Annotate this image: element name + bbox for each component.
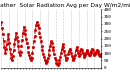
Title: Milwaukee Weather  Solar Radiation Avg per Day W/m2/minute: Milwaukee Weather Solar Radiation Avg pe… <box>0 3 130 8</box>
